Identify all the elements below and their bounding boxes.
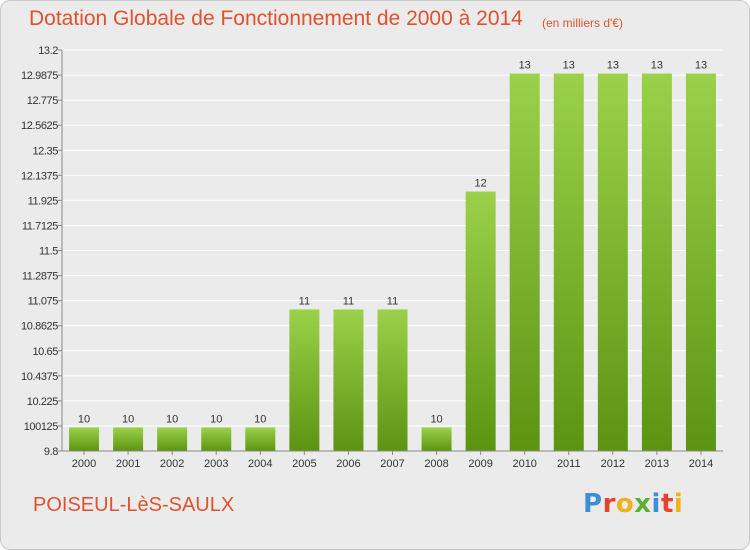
data-label: 10	[78, 413, 90, 425]
bar-2008	[421, 427, 452, 451]
bar-2010	[509, 73, 540, 452]
bar-2005	[289, 309, 320, 451]
data-label: 10	[166, 413, 178, 425]
logo-letter: r	[602, 489, 616, 519]
chart-title: Dotation Globale de Fonctionnement de 20…	[29, 7, 523, 30]
x-tick-label: 2010	[512, 458, 536, 470]
y-tick-label: 12.775	[27, 95, 59, 107]
data-label: 13	[607, 60, 619, 72]
bar-2000	[69, 427, 100, 451]
data-label: 11	[343, 295, 354, 307]
y-tick-label: 12.5625	[21, 120, 58, 132]
axes: 9.8 100125 10.225 10.4375 10.65 10.8625 11.075…	[21, 45, 723, 470]
x-tick-label: 2002	[160, 458, 184, 470]
y-tick-label: 11.5	[39, 246, 58, 258]
x-tick-label: 2004	[248, 458, 272, 470]
logo-letter: i	[651, 489, 661, 519]
bar-2012	[597, 73, 628, 452]
y-tick-label: 11.925	[28, 195, 59, 207]
bar-2001	[113, 427, 144, 451]
chart-unit: (en milliers d'€)	[542, 16, 623, 30]
data-label: 10	[430, 413, 442, 425]
data-label: 10	[210, 413, 222, 425]
x-tick-label: 2008	[424, 458, 448, 470]
y-tick-label: 10.225	[27, 396, 59, 408]
x-tick-label: 2014	[689, 458, 713, 470]
logo-letter: o	[615, 489, 635, 519]
logo-letter: P	[583, 489, 603, 519]
x-tick-label: 2005	[292, 458, 316, 470]
commune-name: POISEUL-LèS-SAULX	[33, 494, 235, 516]
bar-2014	[685, 73, 716, 452]
y-tick-label: 12.35	[32, 145, 58, 157]
y-tick-label: 11.075	[28, 296, 59, 308]
y-tick-label: 11.2875	[22, 271, 58, 283]
data-label: 10	[254, 413, 266, 425]
bars: 10 10 10 10 10 11 11 11 10 12 13 13 13 13 13	[69, 60, 716, 452]
logo-letter: x	[634, 489, 652, 519]
y-tick-label: 13.2	[38, 45, 58, 57]
bar-2002	[157, 427, 188, 451]
data-label: 13	[563, 60, 575, 72]
y-tick-label: 9.8	[44, 446, 58, 458]
y-tick-label: 100125	[24, 421, 59, 433]
bar-2007	[377, 309, 408, 451]
data-label: 10	[122, 413, 134, 425]
x-tick-label: 2006	[336, 458, 360, 470]
x-tick-label: 2012	[601, 458, 625, 470]
bar-2006	[333, 309, 364, 451]
x-tick-label: 2009	[468, 458, 492, 470]
logo-letter: i	[673, 489, 684, 519]
x-tick-label: 2003	[204, 458, 228, 470]
logo-letter: t	[660, 489, 674, 519]
y-tick-label: 10.65	[32, 346, 58, 358]
y-tick-label: 11.7125	[22, 220, 58, 232]
x-tick-label: 2013	[645, 458, 669, 470]
data-label: 11	[387, 295, 398, 307]
bar-2013	[641, 73, 672, 452]
data-label: 13	[695, 60, 707, 72]
y-tick-label: 12.1375	[21, 170, 58, 182]
data-label: 13	[519, 60, 531, 72]
y-tick-label: 12.9875	[21, 70, 58, 82]
x-tick-label: 2000	[72, 458, 96, 470]
x-tick-label: 2001	[116, 458, 140, 470]
data-label: 12	[475, 178, 487, 190]
bar-2011	[553, 73, 584, 452]
x-tick-label: 2007	[380, 458, 404, 470]
y-tick-label: 10.8625	[21, 321, 58, 333]
proxiti-logo[interactable]: Proxiti	[583, 489, 683, 519]
y-tick-label: 10.4375	[21, 371, 58, 383]
data-label: 11	[299, 295, 310, 307]
x-tick-label: 2011	[557, 458, 581, 470]
bar-2003	[201, 427, 232, 451]
data-label: 13	[651, 60, 663, 72]
bar-2004	[245, 427, 276, 451]
bar-2009	[465, 191, 496, 451]
